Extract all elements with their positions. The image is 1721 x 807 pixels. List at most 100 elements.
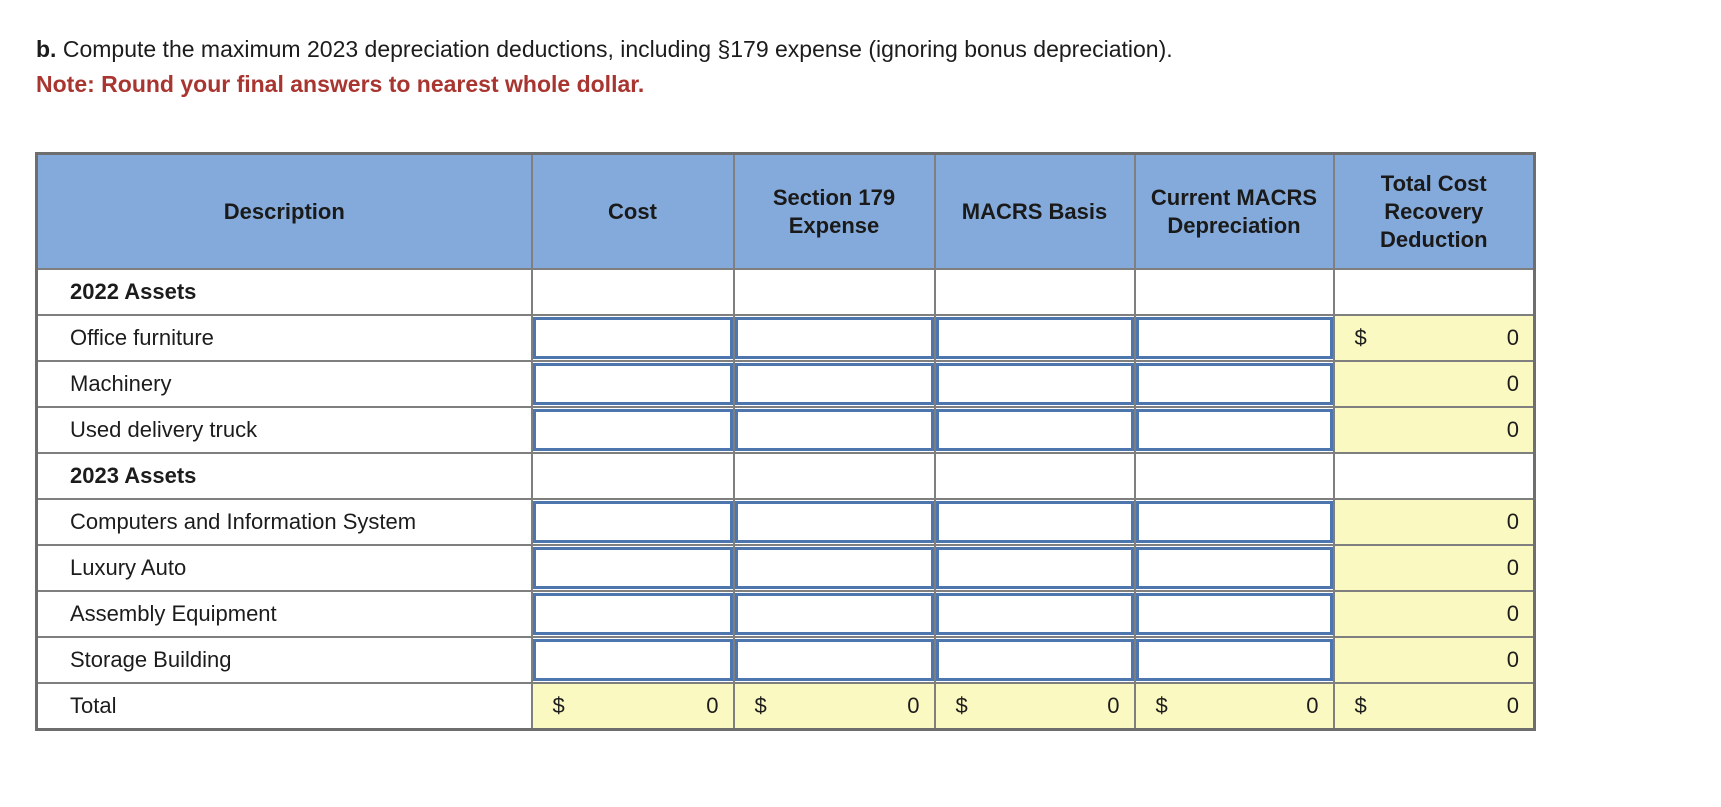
input-cell	[732, 314, 936, 362]
input-cell	[530, 360, 735, 408]
value-input[interactable]	[735, 547, 933, 589]
total-cell: $0	[933, 682, 1136, 730]
input-cell	[732, 406, 936, 454]
computed-cell: 0	[1332, 590, 1536, 638]
input-cell	[732, 544, 936, 592]
value-input[interactable]	[1136, 501, 1332, 543]
empty-cell	[530, 268, 735, 316]
description-cell: 2022 Assets	[35, 268, 533, 316]
value-input[interactable]	[1136, 363, 1332, 405]
description-cell: 2023 Assets	[35, 452, 533, 500]
value-input[interactable]	[533, 317, 732, 359]
input-cell	[1133, 636, 1335, 684]
description-cell: Storage Building	[35, 636, 533, 684]
computed-cell: 0	[1332, 544, 1536, 592]
empty-cell	[933, 268, 1136, 316]
column-header: Section 179 Expense	[732, 152, 936, 270]
description-cell: Assembly Equipment	[35, 590, 533, 638]
value-input[interactable]	[735, 501, 933, 543]
total-value: 0	[1506, 692, 1519, 718]
computed-cell: 0	[1332, 636, 1536, 684]
value-input[interactable]	[735, 639, 933, 681]
computed-value: 0	[1506, 417, 1519, 442]
total-value: 0	[706, 692, 719, 718]
value-input[interactable]	[1136, 409, 1332, 451]
value-input[interactable]	[533, 593, 732, 635]
value-input[interactable]	[936, 593, 1133, 635]
total-cell: $0	[1133, 682, 1335, 730]
value-input[interactable]	[735, 363, 933, 405]
currency-symbol: $	[552, 692, 565, 718]
input-cell	[1133, 498, 1335, 546]
input-cell	[732, 636, 936, 684]
value-input[interactable]	[533, 547, 732, 589]
input-cell	[530, 636, 735, 684]
question-letter: b.	[36, 36, 57, 62]
total-value: 0	[1306, 692, 1319, 718]
value-input[interactable]	[735, 409, 933, 451]
input-cell	[530, 544, 735, 592]
input-cell	[1133, 544, 1335, 592]
value-input[interactable]	[936, 639, 1133, 681]
input-cell	[530, 406, 735, 454]
column-header: Description	[35, 152, 533, 270]
empty-cell	[732, 268, 936, 316]
empty-cell	[1133, 268, 1335, 316]
value-input[interactable]	[936, 363, 1133, 405]
value-input[interactable]	[936, 501, 1133, 543]
question-text: b. Compute the maximum 2023 depreciation…	[36, 32, 1173, 67]
input-cell	[1133, 360, 1335, 408]
table-row: Assembly Equipment 0	[35, 590, 1536, 638]
total-cell: $0	[1332, 682, 1536, 730]
input-cell	[933, 314, 1136, 362]
table-row: Used delivery truck 0	[35, 406, 1536, 454]
currency-symbol: $	[1354, 692, 1367, 718]
description-cell: Machinery	[35, 360, 533, 408]
column-header: Current MACRS Depreciation	[1133, 152, 1335, 270]
empty-cell	[732, 452, 936, 500]
input-cell	[1133, 314, 1335, 362]
column-header: Cost	[530, 152, 735, 270]
table-row: Total $0 $0 $0 $0 $0	[35, 682, 1536, 730]
total-cell: $0	[530, 682, 735, 730]
value-input[interactable]	[936, 317, 1133, 359]
table-row: Computers and Information System 0	[35, 498, 1536, 546]
description-cell: Luxury Auto	[35, 544, 533, 592]
computed-value: 0	[1506, 325, 1519, 350]
value-input[interactable]	[936, 547, 1133, 589]
value-input[interactable]	[533, 409, 732, 451]
value-input[interactable]	[1136, 639, 1332, 681]
question-body: Compute the maximum 2023 depreciation de…	[56, 36, 1173, 62]
value-input[interactable]	[1136, 593, 1332, 635]
value-input[interactable]	[735, 593, 933, 635]
value-input[interactable]	[533, 639, 732, 681]
input-cell	[530, 590, 735, 638]
value-input[interactable]	[936, 409, 1133, 451]
computed-value: 0	[1506, 371, 1519, 396]
value-input[interactable]	[533, 501, 732, 543]
input-cell	[933, 590, 1136, 638]
input-cell	[933, 544, 1136, 592]
table-row: 2022 Assets	[35, 268, 1536, 316]
description-cell: Total	[35, 682, 533, 730]
empty-cell	[530, 452, 735, 500]
value-input[interactable]	[1136, 317, 1332, 359]
computed-value: 0	[1506, 601, 1519, 626]
value-input[interactable]	[533, 363, 732, 405]
value-input[interactable]	[1136, 547, 1332, 589]
value-input[interactable]	[735, 317, 933, 359]
table-row: 2023 Assets	[35, 452, 1536, 500]
input-cell	[732, 360, 936, 408]
currency-symbol: $	[1155, 692, 1168, 718]
total-value: 0	[1107, 692, 1120, 718]
total-value: 0	[907, 692, 920, 718]
description-cell: Computers and Information System	[35, 498, 533, 546]
table-row: Storage Building 0	[35, 636, 1536, 684]
computed-value: 0	[1506, 509, 1519, 534]
input-cell	[933, 360, 1136, 408]
computed-cell: 0	[1332, 360, 1536, 408]
input-cell	[732, 498, 936, 546]
input-cell	[1133, 406, 1335, 454]
input-cell	[933, 498, 1136, 546]
input-cell	[933, 636, 1136, 684]
